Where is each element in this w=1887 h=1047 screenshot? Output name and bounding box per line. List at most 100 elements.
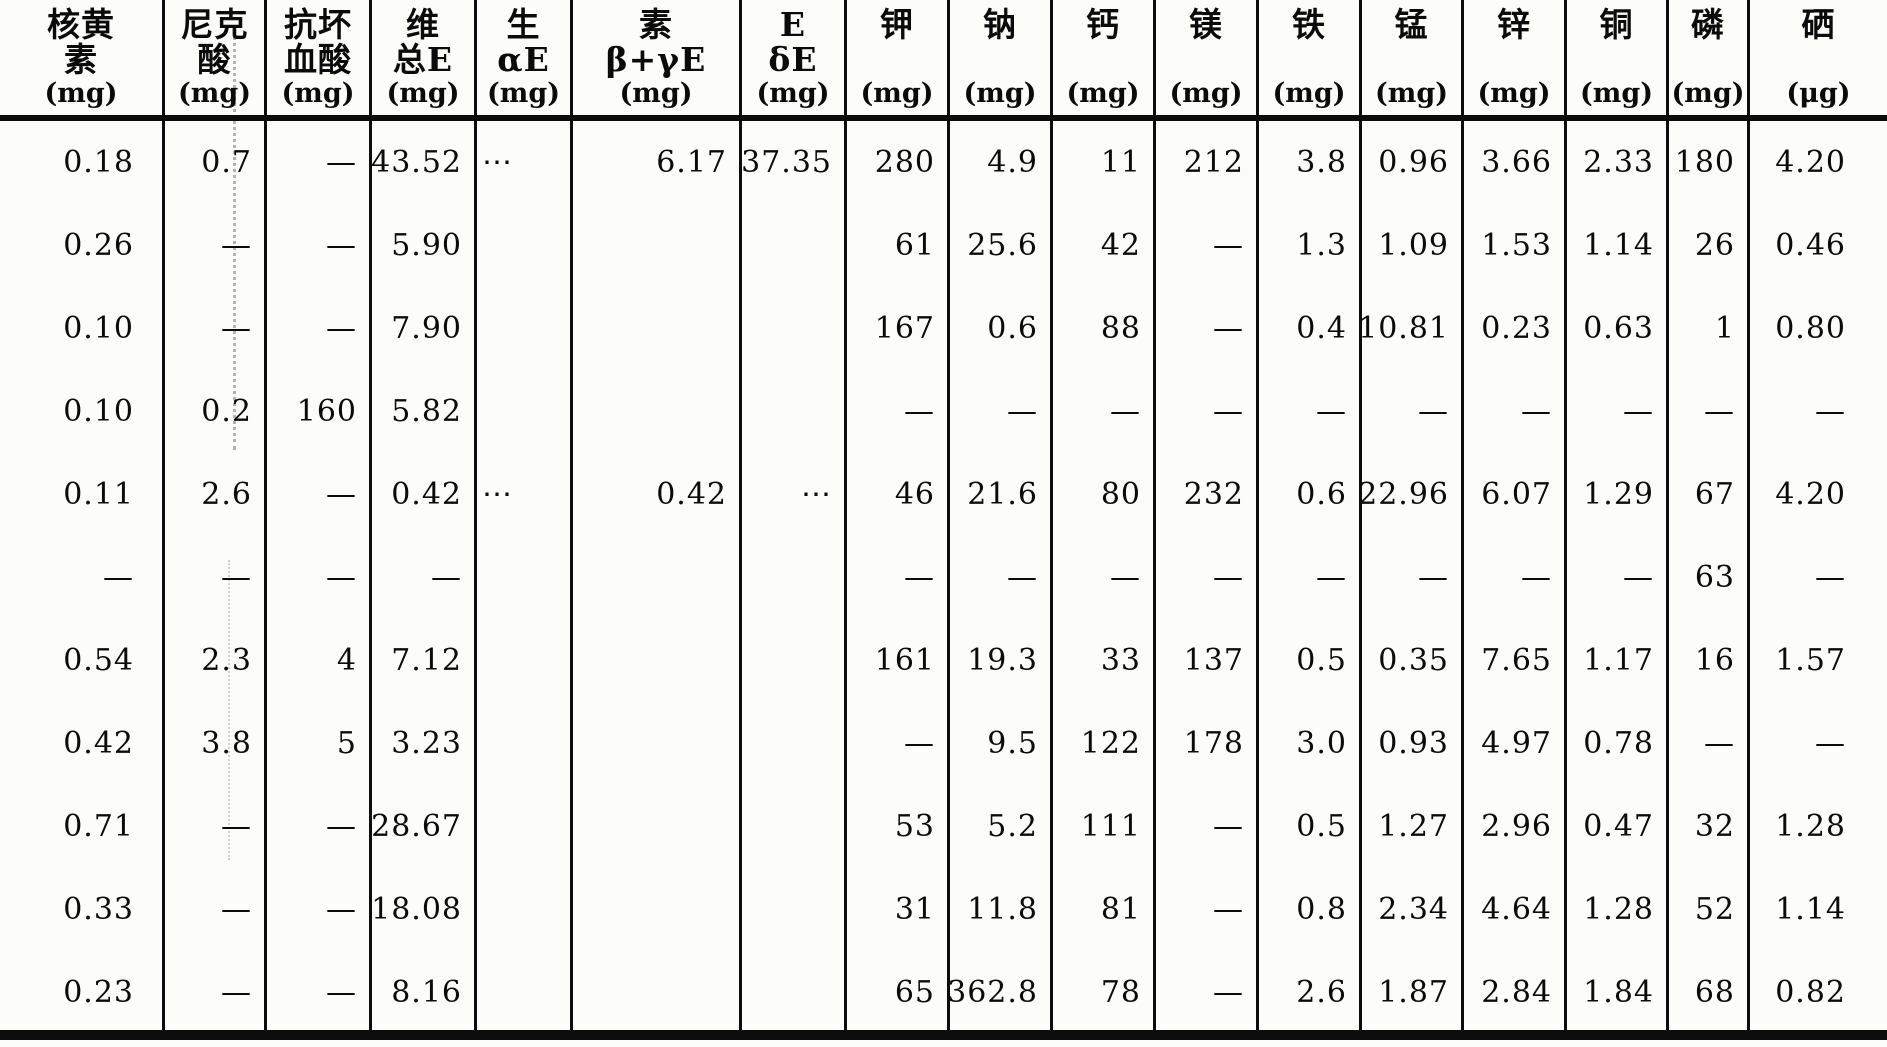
cell-r9-potassium: 53 (847, 785, 950, 868)
cell-r9-niacin: — (165, 785, 267, 868)
cell-r1-vitamin-e-alpha: ⋯ (477, 121, 573, 204)
cell-r6-magnesium: — (1156, 536, 1259, 619)
cell-r10-magnesium: — (1156, 868, 1259, 951)
cell-value: 52 (1694, 892, 1735, 927)
cell-r1-magnesium: 212 (1156, 121, 1259, 204)
header-label-line2: αE (497, 40, 550, 79)
cell-r7-potassium: 161 (847, 619, 950, 702)
cell-r9-copper: 0.47 (1567, 785, 1669, 868)
cell-value: — (326, 975, 357, 1010)
cell-r2-magnesium: — (1156, 204, 1259, 287)
cell-value: — (1623, 560, 1654, 595)
cell-r4-calcium: — (1053, 370, 1156, 453)
cell-value: 80 (1100, 477, 1141, 512)
cell-r6-phosphorus: 63 (1669, 536, 1750, 619)
cell-r4-vitamin-e-total: 5.82 (372, 370, 477, 453)
cell-value: 1.17 (1583, 643, 1654, 678)
cell-r6-vitamin-e-delta (742, 536, 847, 619)
cell-r10-copper: 1.28 (1567, 868, 1669, 951)
cell-r7-vitamin-e-total: 7.12 (372, 619, 477, 702)
column-header-manganese: 锰 (mg) (1362, 0, 1464, 121)
cell-r4-iron: — (1259, 370, 1362, 453)
cell-r1-zinc: 3.66 (1464, 121, 1567, 204)
cell-value: 0.71 (63, 809, 134, 844)
cell-r2-manganese: 1.09 (1362, 204, 1464, 287)
cell-r9-iron: 0.5 (1259, 785, 1362, 868)
cell-r10-selenium: 1.14 (1750, 868, 1887, 951)
header-unit: (mg) (1580, 78, 1653, 109)
cell-r5-calcium: 80 (1053, 453, 1156, 536)
cell-r11-riboflavin: 0.23 (0, 951, 165, 1034)
cell-value: 0.80 (1775, 311, 1846, 346)
cell-r5-magnesium: 232 (1156, 453, 1259, 536)
cell-r3-vitamin-e-total: 7.90 (372, 287, 477, 370)
cell-value: 65 (894, 975, 935, 1010)
cell-r7-calcium: 33 (1053, 619, 1156, 702)
cell-r10-sodium: 11.8 (950, 868, 1053, 951)
cell-r1-vitamin-e-delta: 37.35 (741, 121, 847, 204)
cell-value: 6.07 (1481, 477, 1552, 512)
cell-value: — (1213, 228, 1244, 263)
cell-r4-magnesium: — (1156, 370, 1259, 453)
cell-value: — (221, 311, 252, 346)
cell-r7-magnesium: 137 (1156, 619, 1259, 702)
cell-r11-zinc: 2.84 (1464, 951, 1567, 1034)
cell-value: 0.7 (201, 145, 252, 180)
cell-value: — (1704, 726, 1735, 761)
header-label-line1: 尼克 (180, 5, 249, 44)
cell-value: — (103, 560, 134, 595)
cell-r8-sodium: 9.5 (950, 702, 1053, 785)
cell-r7-phosphorus: 16 (1669, 619, 1750, 702)
cell-value: 0.78 (1583, 726, 1654, 761)
cell-r1-niacin: 0.7 (165, 121, 267, 204)
cell-value: 26 (1694, 228, 1735, 263)
cell-value: — (221, 809, 252, 844)
cell-r3-copper: 0.63 (1567, 287, 1669, 370)
cell-r2-phosphorus: 26 (1669, 204, 1750, 287)
cell-r2-vitamin-e-total: 5.90 (372, 204, 477, 287)
cell-value: — (1418, 560, 1449, 595)
cell-r7-ascorbic-acid: 4 (267, 619, 372, 702)
cell-r10-riboflavin: 0.33 (0, 868, 165, 951)
cell-r7-zinc: 7.65 (1464, 619, 1567, 702)
cell-value: 0.42 (63, 726, 134, 761)
cell-r3-sodium: 0.6 (950, 287, 1053, 370)
header-label-line1: 锰 (1394, 5, 1429, 44)
header-unit: (mg) (44, 78, 118, 109)
cell-r11-magnesium: — (1156, 951, 1259, 1034)
column-header-copper: 铜 (mg) (1567, 0, 1669, 121)
cell-value: — (1815, 394, 1846, 429)
column-header-riboflavin: 核黄素 (mg) (0, 0, 165, 121)
cell-value: — (1110, 394, 1141, 429)
cell-r2-riboflavin: 0.26 (0, 204, 165, 287)
cell-r4-manganese: — (1362, 370, 1464, 453)
cell-value: 3.0 (1296, 726, 1347, 761)
cell-value: 32 (1694, 809, 1735, 844)
cell-value: 22.96 (1358, 477, 1449, 512)
cell-value: 0.5 (1296, 643, 1347, 678)
cell-value: — (326, 560, 357, 595)
cell-r11-vitamin-e-total: 8.16 (372, 951, 477, 1034)
cell-value: 4.9 (987, 145, 1038, 180)
cell-value: 33 (1100, 643, 1141, 678)
cell-value: 3.8 (201, 726, 252, 761)
cell-value: — (326, 311, 357, 346)
cell-value: 1.28 (1775, 809, 1846, 844)
cell-value: 19.3 (967, 643, 1038, 678)
cell-value: — (221, 228, 252, 263)
header-label-line1: 核黄 (47, 5, 115, 44)
header-label-line1: 铁 (1292, 5, 1326, 44)
cell-value: — (904, 560, 935, 595)
cell-value: — (1110, 560, 1141, 595)
header-unit: (mg) (963, 78, 1037, 109)
cell-value: 0.2 (201, 394, 252, 429)
cell-r11-copper: 1.84 (1567, 951, 1669, 1034)
cell-value: — (1521, 394, 1552, 429)
cell-r3-vitamin-e-delta (742, 287, 847, 370)
cell-r7-manganese: 0.35 (1362, 619, 1464, 702)
header-label-line2: δE (768, 40, 818, 79)
cell-value: — (1007, 560, 1038, 595)
header-unit: (mg) (178, 78, 251, 109)
cell-value: — (326, 228, 357, 263)
cell-r8-ascorbic-acid: 5 (267, 702, 372, 785)
